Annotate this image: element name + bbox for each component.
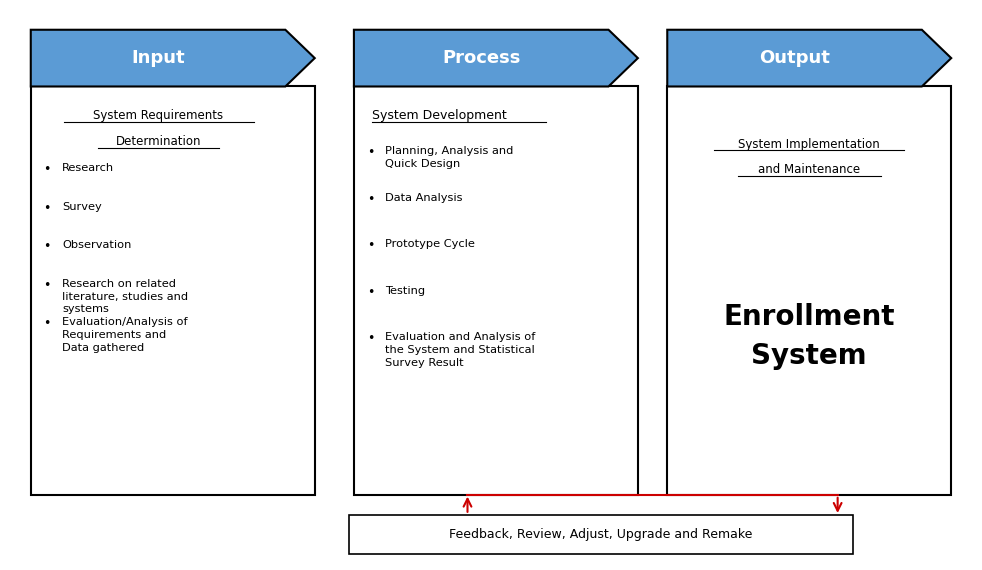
Text: Input: Input <box>132 49 185 67</box>
Polygon shape <box>667 30 952 87</box>
Text: •: • <box>43 240 51 253</box>
FancyBboxPatch shape <box>667 87 952 495</box>
Text: Research on related
literature, studies and
systems: Research on related literature, studies … <box>62 279 189 315</box>
Text: Observation: Observation <box>62 240 132 250</box>
Text: System Requirements: System Requirements <box>93 109 224 122</box>
FancyBboxPatch shape <box>30 87 315 495</box>
Text: •: • <box>43 202 51 215</box>
Text: Survey: Survey <box>62 202 102 211</box>
Text: •: • <box>366 332 374 345</box>
Text: •: • <box>366 239 374 252</box>
Text: •: • <box>366 193 374 206</box>
Text: System Implementation: System Implementation <box>738 137 880 150</box>
Text: Evaluation/Analysis of
Requirements and
Data gathered: Evaluation/Analysis of Requirements and … <box>62 317 188 353</box>
Text: Data Analysis: Data Analysis <box>385 193 463 202</box>
Text: Enrollment
System: Enrollment System <box>724 303 895 369</box>
Text: •: • <box>43 163 51 176</box>
Text: Process: Process <box>442 49 520 67</box>
Text: Output: Output <box>759 49 830 67</box>
Polygon shape <box>354 30 638 87</box>
Text: •: • <box>43 317 51 331</box>
Text: •: • <box>43 279 51 292</box>
Text: and Maintenance: and Maintenance <box>758 163 860 176</box>
Text: Testing: Testing <box>385 286 425 296</box>
Text: Evaluation and Analysis of
the System and Statistical
Survey Result: Evaluation and Analysis of the System an… <box>385 332 535 368</box>
Text: Prototype Cycle: Prototype Cycle <box>385 239 475 249</box>
Text: Research: Research <box>62 163 114 173</box>
FancyBboxPatch shape <box>349 515 853 555</box>
Text: System Development: System Development <box>371 109 507 122</box>
Text: •: • <box>366 286 374 299</box>
Polygon shape <box>30 30 315 87</box>
Text: Determination: Determination <box>116 135 201 148</box>
Text: Planning, Analysis and
Quick Design: Planning, Analysis and Quick Design <box>385 146 514 169</box>
Text: Feedback, Review, Adjust, Upgrade and Remake: Feedback, Review, Adjust, Upgrade and Re… <box>450 528 753 541</box>
FancyBboxPatch shape <box>354 87 638 495</box>
Text: •: • <box>366 146 374 159</box>
